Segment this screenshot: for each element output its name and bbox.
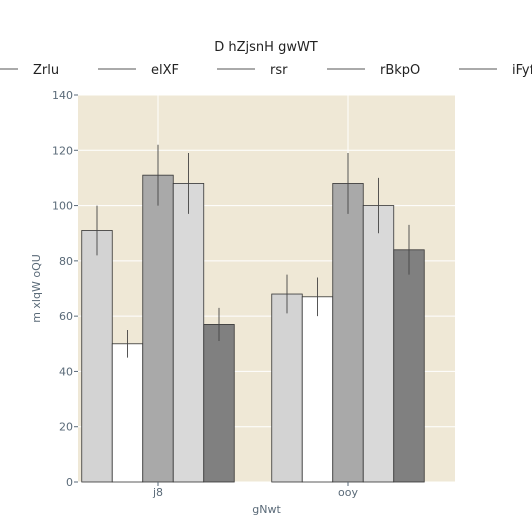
y-tick-label: 40 [59, 365, 73, 378]
x-tick-label: j8 [152, 486, 163, 499]
y-tick-label: 80 [59, 255, 73, 268]
bar [393, 249, 425, 483]
legend-label: Zrlu [33, 63, 59, 78]
bar [142, 174, 174, 483]
bar [203, 324, 235, 483]
bar [111, 343, 144, 483]
bar [301, 296, 334, 483]
x-tick-label: ooy [338, 486, 358, 499]
y-tick-label: 0 [66, 476, 73, 489]
y-tick-label: 20 [59, 421, 73, 434]
chart-title: D hZjsnH gwWT [214, 40, 318, 55]
legend-label: rBkpO [380, 63, 420, 78]
legend-label: rsr [270, 63, 288, 78]
bar [332, 183, 364, 483]
bar [362, 205, 395, 483]
bar-layer [81, 144, 425, 483]
y-tick-label: 60 [59, 310, 73, 323]
bar [271, 293, 303, 483]
x-axis-label: gNwt [252, 503, 281, 516]
y-tick-label: 140 [52, 89, 73, 102]
legend-label: iFyf [512, 63, 532, 78]
bar [81, 230, 113, 483]
bar [172, 183, 205, 483]
y-axis-label: m xlqW oQU [30, 254, 43, 323]
legend: Zrlu elXF rsr rBkpO iFyf [0, 63, 532, 78]
y-tick-label: 100 [52, 200, 73, 213]
y-tick-label: 120 [52, 144, 73, 157]
axis-layer: 0 20 40 60 80 100 120 140 j8 ooy [52, 89, 358, 499]
legend-label: elXF [151, 63, 179, 78]
